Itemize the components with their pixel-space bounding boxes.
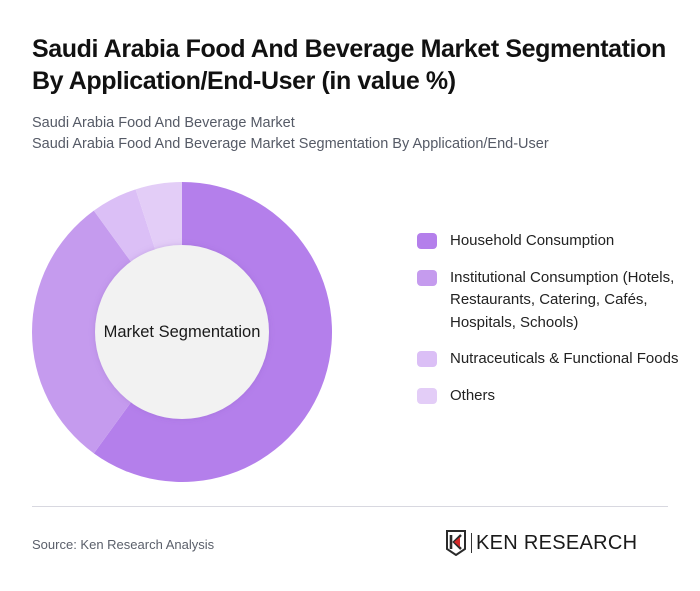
legend-swatch [417, 233, 437, 249]
subtitle-line-1: Saudi Arabia Food And Beverage Market [32, 115, 295, 131]
donut-svg [32, 182, 332, 482]
legend-label: Nutraceuticals & Functional Foods [450, 350, 679, 367]
legend-swatch [417, 269, 437, 286]
footer-divider [32, 506, 668, 507]
legend-item-nutraceuticals[interactable]: Nutraceuticals & Functional Foods [417, 348, 687, 371]
legend-item-household[interactable]: Household Consumption [417, 230, 687, 253]
legend-label: Institutional Consumption (Hotels, Resta… [450, 268, 675, 331]
subtitle-line-2: Saudi Arabia Food And Beverage Market Se… [32, 136, 549, 152]
ken-research-logo: KEN RESEARCH [446, 530, 637, 556]
chart-legend: Household Consumption Institutional Cons… [417, 230, 687, 421]
source-note: Source: Ken Research Analysis [32, 537, 215, 552]
chart-subtitle: Saudi Arabia Food And Beverage Market Sa… [32, 113, 672, 155]
donut-hole [95, 245, 269, 419]
legend-item-institutional[interactable]: Institutional Consumption (Hotels, Resta… [417, 267, 687, 335]
legend-swatch [417, 387, 437, 404]
legend-label: Household Consumption [450, 232, 615, 249]
donut-chart: Market Segmentation [32, 182, 332, 482]
logo-wordmark: KEN RESEARCH [476, 531, 638, 554]
legend-item-others[interactable]: Others [417, 385, 687, 408]
donut-center-label: Market Segmentation [103, 322, 261, 341]
ken-research-shield-icon [446, 530, 466, 556]
logo-separator [471, 533, 472, 553]
chart-title: Saudi Arabia Food And Beverage Market Se… [32, 35, 666, 95]
legend-swatch [417, 351, 437, 367]
legend-label: Others [450, 386, 496, 404]
